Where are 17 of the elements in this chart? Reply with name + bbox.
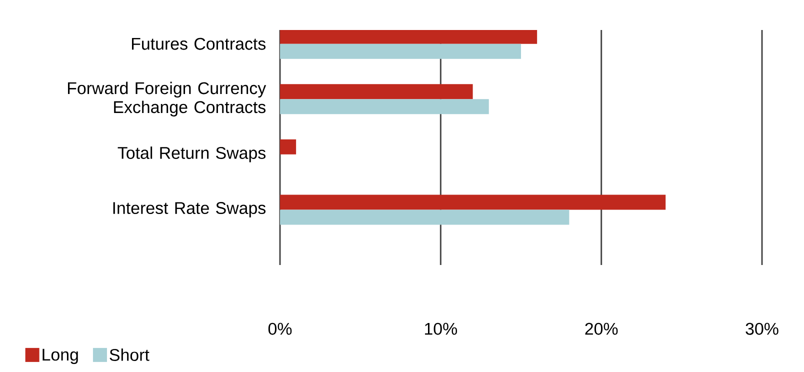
x-tick-label: 20% (585, 322, 618, 335)
bar (280, 139, 296, 154)
bar (280, 194, 666, 210)
y-tick-label: Total Return Swaps (118, 146, 266, 162)
bar (280, 99, 489, 114)
legend-label: Long (42, 348, 78, 364)
x-tick-label: 30% (746, 322, 778, 335)
bar (280, 210, 570, 225)
x-tick-label: 10% (425, 322, 458, 335)
x-tick-label: 0% (268, 322, 292, 335)
y-tick-label: Forward Foreign Currency Exchange Contracts (68, 82, 266, 116)
y-tick-label: Futures Contracts (132, 38, 266, 50)
bar (280, 84, 473, 100)
y-tick-label: Interest Rate Swaps (113, 202, 266, 218)
bar (280, 44, 522, 59)
legend-label: Short (110, 348, 150, 361)
bar (280, 30, 538, 44)
